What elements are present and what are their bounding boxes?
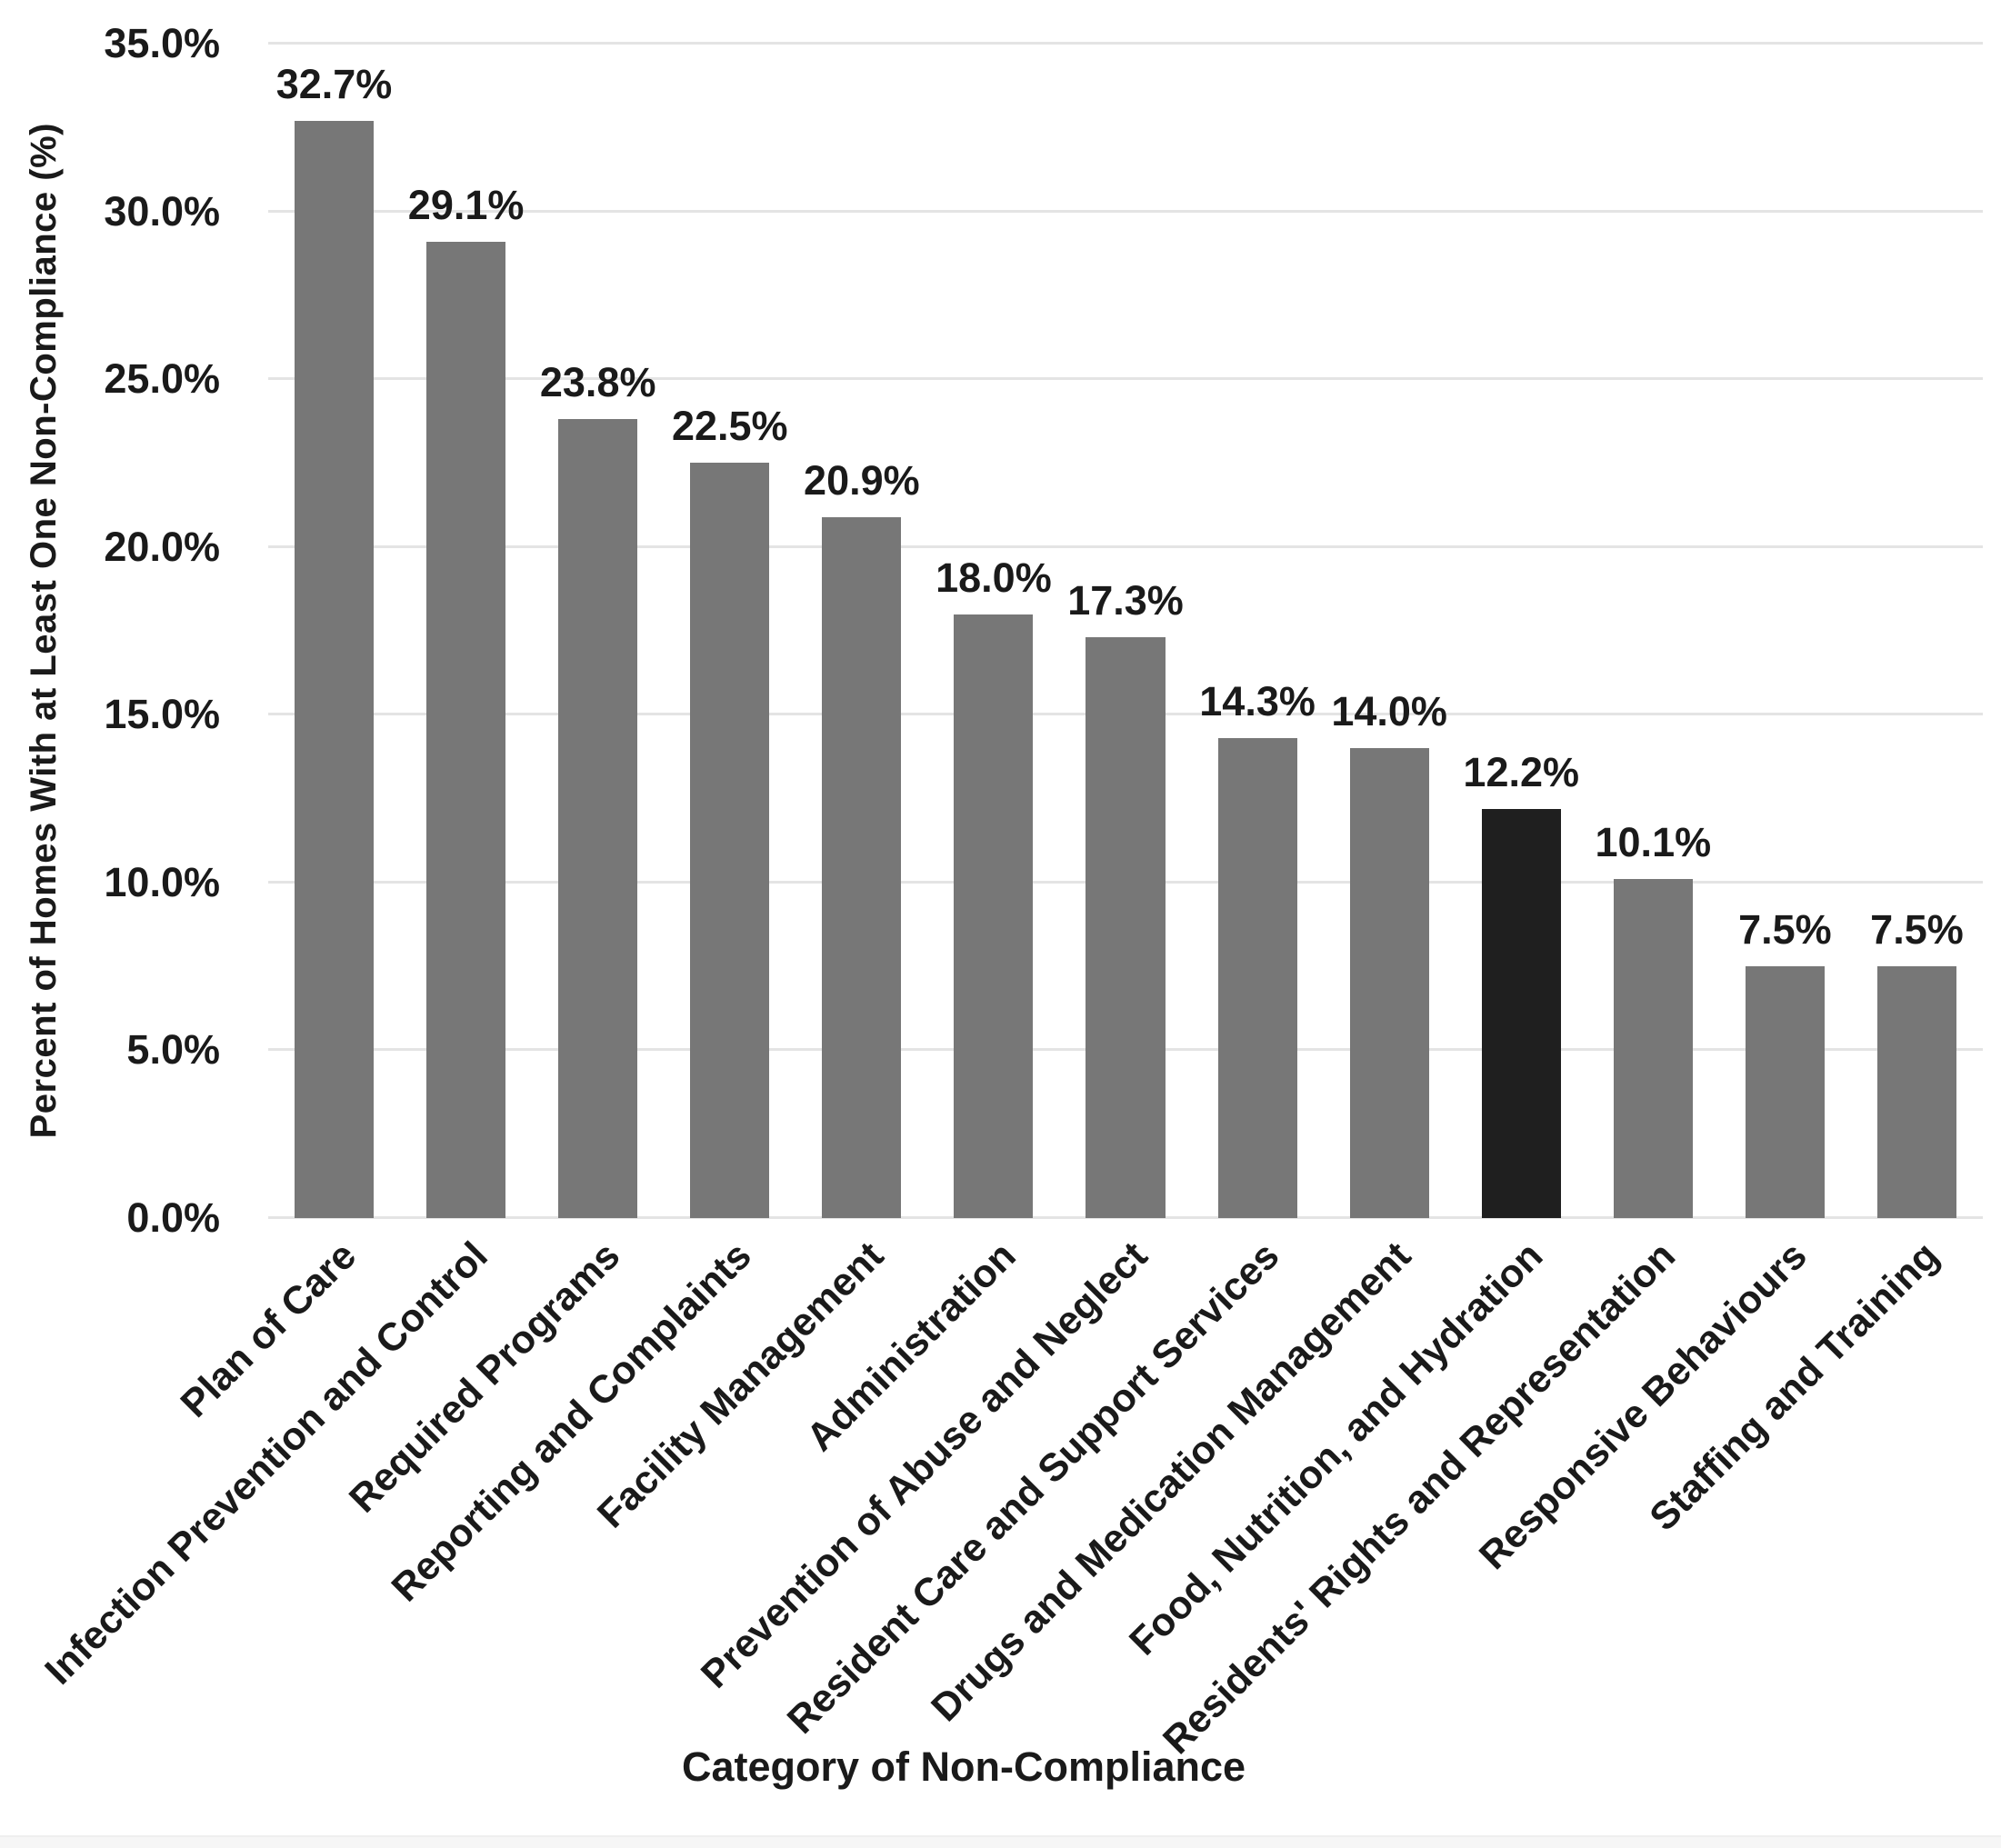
bar-drugs-and-medication-management [1349, 748, 1429, 1218]
bar-slot-reporting-and-complaints: 22.5% Reporting and Complaints [384, 44, 795, 1610]
bar-plan-of-care [295, 120, 375, 1218]
bar-residents-rights-and-representation [1613, 879, 1693, 1218]
value-label-reporting-and-complaints: 22.5% [671, 403, 788, 450]
bar-slot-resident-care-and-support-services: 14.3% Resident Care and Support Services [779, 44, 1324, 1743]
value-label-staffing-and-training: 7.5% [1870, 906, 1964, 954]
bar-slot-administration: 18.0% Administration [798, 44, 1059, 1460]
bar-reporting-and-complaints [690, 463, 770, 1218]
bar-facility-management [822, 516, 902, 1218]
y-tick-label-25.0%: 25.0% [104, 355, 220, 403]
value-label-facility-management: 20.9% [804, 456, 920, 504]
category-label-drugs-and-medication-management: Drugs and Medication Management [923, 1234, 1420, 1731]
bar-slot-infection-prevention-and-control: 29.1% Infection Prevention and Control [37, 44, 532, 1693]
category-label-resident-care-and-support-services: Resident Care and Support Services [778, 1234, 1288, 1743]
gridline-20.0% [268, 544, 1983, 548]
bar-slot-staffing-and-training: 7.5% Staffing and Training [1641, 44, 1983, 1539]
value-label-plan-of-care: 32.7% [275, 60, 393, 107]
y-tick-label-20.0%: 20.0% [104, 523, 220, 570]
y-axis-tick-labels: 0.0% 5.0% 10.0% 15.0% 20.0% 25.0% 30.0% 35.0% [0, 20, 229, 1241]
value-label-infection-prevention-and-control: 29.1% [407, 181, 525, 228]
gridline-25.0% [268, 377, 1983, 381]
bar-slot-required-programs: 23.8% Required Programs [341, 44, 664, 1521]
value-label-required-programs: 23.8% [539, 359, 656, 406]
bar-resident-care-and-support-services [1217, 738, 1297, 1218]
y-tick-label-10.0%: 10.0% [104, 858, 220, 905]
bar-staffing-and-training [1876, 966, 1956, 1218]
y-tick-label-15.0%: 15.0% [104, 691, 220, 738]
y-tick-label-30.0%: 30.0% [104, 187, 220, 235]
bar-infection-prevention-and-control [426, 241, 506, 1218]
gridline-35.0% [268, 42, 1983, 45]
bar-slot-plan-of-care: 32.7% Plan of Care [172, 44, 400, 1426]
bar-slot-residents-rights-and-representation: 10.1% Residents' Rights and Representatio… [1155, 44, 1719, 1763]
bars-layer: 32.7% Plan of Care 29.1% Infection Preventi… [37, 44, 1983, 1763]
y-tick-label-5.0%: 5.0% [126, 1026, 220, 1074]
plot-area: 32.7% Plan of Care 29.1% Infection Preventi… [37, 42, 1983, 1763]
y-tick-label-0.0%: 0.0% [126, 1194, 220, 1241]
bar-food-nutrition-and-hydration [1481, 808, 1561, 1218]
value-label-drugs-and-medication-management: 14.0% [1331, 688, 1447, 735]
value-label-resident-care-and-support-services: 14.3% [1199, 678, 1316, 725]
bar-slot-prevention-of-abuse-and-neglect: 17.3% Prevention of Abuse and Neglect [693, 44, 1191, 1696]
bar-prevention-of-abuse-and-neglect [1086, 637, 1166, 1218]
bottom-divider [0, 1835, 2001, 1848]
value-label-prevention-of-abuse-and-neglect: 17.3% [1067, 577, 1184, 624]
bar-slot-drugs-and-medication-management: 14.0% Drugs and Medication Management [924, 44, 1456, 1730]
value-label-residents-rights-and-representation: 10.1% [1595, 819, 1712, 866]
bar-slot-facility-management: 20.9% Facility Management [589, 44, 927, 1537]
y-tick-label-35.0%: 35.0% [104, 20, 220, 66]
x-axis-title: Category of Non-Compliance [681, 1743, 1246, 1790]
bar-responsive-behaviours [1745, 966, 1825, 1218]
value-label-responsive-behaviours: 7.5% [1738, 906, 1832, 954]
value-label-administration: 18.0% [935, 554, 1052, 601]
value-label-food-nutrition-and-hydration: 12.2% [1463, 748, 1580, 795]
bar-slot-food-nutrition-and-hydration: 12.2% Food, Nutrition, and Hydration [1121, 44, 1587, 1664]
bar-administration [954, 614, 1034, 1218]
bar-slot-responsive-behaviours: 7.5% Responsive Behaviours [1471, 44, 1851, 1578]
gridline-30.0% [268, 209, 1983, 213]
bar-required-programs [558, 419, 638, 1218]
